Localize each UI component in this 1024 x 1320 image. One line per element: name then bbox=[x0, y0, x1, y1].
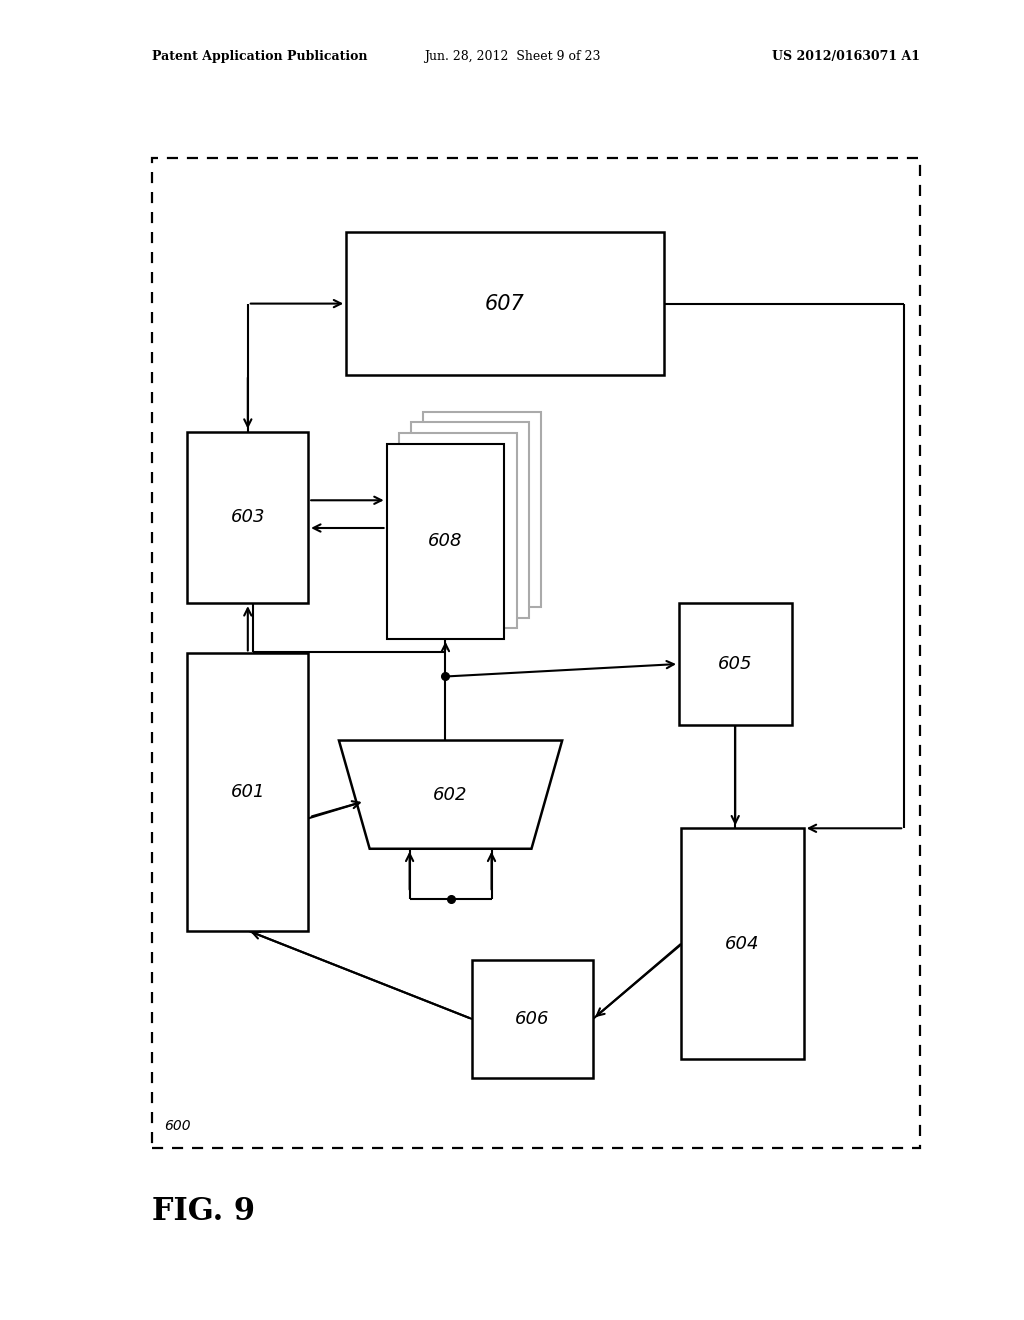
Text: 607: 607 bbox=[485, 293, 524, 314]
Text: FIG. 9: FIG. 9 bbox=[152, 1196, 255, 1228]
Text: 606: 606 bbox=[515, 1010, 550, 1028]
Bar bbox=[346, 232, 664, 375]
Text: 605: 605 bbox=[718, 655, 753, 673]
Bar bbox=[399, 433, 517, 628]
Text: US 2012/0163071 A1: US 2012/0163071 A1 bbox=[771, 50, 920, 63]
Text: 601: 601 bbox=[230, 783, 265, 801]
Bar bbox=[187, 432, 308, 603]
Bar bbox=[472, 960, 593, 1078]
Text: 600: 600 bbox=[164, 1118, 190, 1133]
Bar bbox=[681, 829, 804, 1059]
Bar bbox=[152, 158, 920, 1148]
Bar bbox=[187, 653, 308, 931]
Text: 603: 603 bbox=[230, 508, 265, 527]
Polygon shape bbox=[339, 741, 562, 849]
Text: 608: 608 bbox=[428, 532, 463, 550]
Text: Patent Application Publication: Patent Application Publication bbox=[152, 50, 367, 63]
Text: Jun. 28, 2012  Sheet 9 of 23: Jun. 28, 2012 Sheet 9 of 23 bbox=[424, 50, 600, 63]
Bar bbox=[387, 444, 504, 639]
Text: 604: 604 bbox=[725, 935, 760, 953]
Bar bbox=[679, 603, 792, 725]
Bar bbox=[424, 412, 541, 607]
Bar bbox=[412, 422, 529, 618]
Text: 602: 602 bbox=[433, 785, 468, 804]
